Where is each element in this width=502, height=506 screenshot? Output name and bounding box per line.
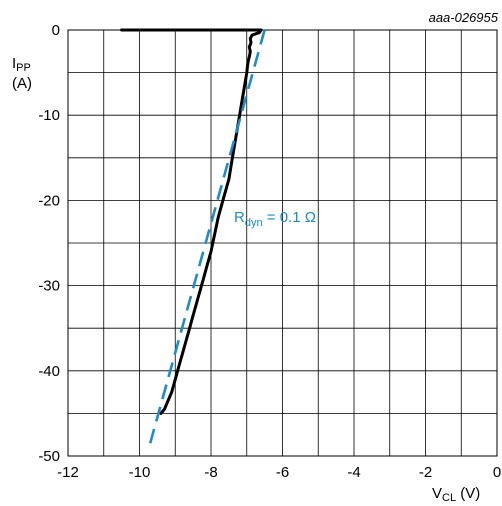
x-tick-label: -2 [419,464,432,481]
x-tick-labels: -12 -10 -8 -6 -4 -2 0 [57,464,501,481]
y-axis-unit: (A) [12,75,32,92]
y-tick-label: -10 [38,107,60,124]
figure-id: aaa-026955 [429,10,499,25]
x-tick-label: 0 [493,464,501,481]
y-tick-label: -30 [38,278,60,295]
x-tick-label: -10 [129,464,151,481]
y-tick-label: -40 [38,363,60,380]
plot-frame [67,29,498,457]
measured-curve [120,28,263,415]
fit-line [148,29,266,444]
gridlines [68,30,497,456]
x-tick-label: -4 [347,464,360,481]
y-tick-label: -20 [38,192,60,209]
y-tick-label: 0 [52,22,60,39]
rdyn-annotation: Rdyn = 0.1 Ω [234,209,316,229]
y-axis-label: IPP [12,55,31,74]
x-axis-label: VCL (V) [432,485,480,504]
y-tick-label: -50 [38,448,60,465]
x-tick-label: -6 [276,464,289,481]
x-tick-label: -8 [204,464,217,481]
x-tick-label: -12 [57,464,79,481]
series-group [120,28,266,444]
y-tick-labels: 0 -10 -20 -30 -40 -50 [38,22,60,465]
